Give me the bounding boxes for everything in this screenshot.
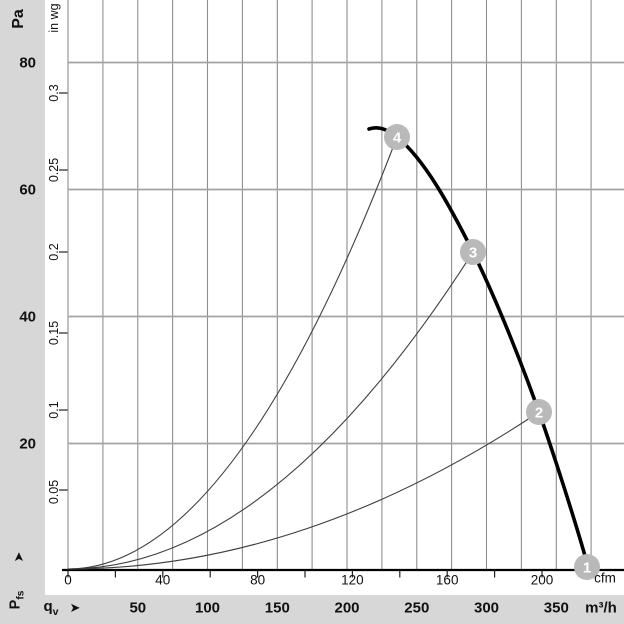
pa-tick-60: 60: [19, 181, 36, 198]
inwg-tick-0_05: 0.05: [47, 479, 61, 505]
pfs-axis-label: Pfs: [7, 590, 27, 610]
inwg-tick-0_3: 0.3: [47, 84, 61, 102]
bottom-axis-margin: [0, 595, 624, 624]
operating-point-3: 3: [460, 239, 486, 265]
cfm-tick-marks: [67, 570, 591, 578]
pa-tick-80: 80: [19, 54, 36, 71]
cfm-tick-200: 200: [530, 572, 554, 588]
m3h-tick-300: 300: [473, 599, 500, 617]
operating-point-markers: 4 3 2 1: [384, 124, 600, 580]
inwg-tick-0_15: 0.15: [47, 320, 61, 346]
m3h-tick-350: 350: [543, 599, 569, 617]
cfm-tick-0: 0: [64, 572, 72, 588]
system-resistance-curves: [67, 136, 540, 570]
operating-point-2-label: 2: [535, 405, 543, 422]
m3h-tick-50: 50: [129, 599, 147, 617]
system-curve-3: [67, 251, 474, 570]
inwg-unit-label: in wg: [47, 3, 61, 33]
pa-unit-label: Pa: [10, 9, 27, 29]
operating-point-4: 4: [384, 124, 410, 150]
pfs-arrow-up-icon: ➤: [11, 551, 26, 563]
inwg-tick-0_25: 0.25: [47, 157, 61, 183]
inwg-tick-marks: [59, 92, 68, 491]
cfm-tick-120: 120: [341, 572, 364, 588]
operating-point-1-label: 1: [583, 560, 591, 577]
operating-point-2: 2: [526, 399, 552, 425]
m3h-tick-200: 200: [334, 599, 360, 617]
cfm-tick-80: 80: [250, 572, 266, 588]
pa-tick-20: 20: [19, 435, 36, 452]
m3h-tick-100: 100: [194, 599, 221, 617]
m3h-tick-250: 250: [404, 599, 430, 617]
cfm-unit-label: cfm: [594, 570, 616, 586]
cfm-tick-160: 160: [435, 572, 459, 588]
horizontal-gridlines: [68, 61, 624, 445]
qv-arrow-right-icon: ➤: [69, 600, 81, 615]
left-axis-margin: [0, 0, 45, 624]
m3h-unit-label: m³/h: [585, 599, 617, 617]
inwg-tick-0_2: 0.2: [47, 243, 61, 261]
m3h-tick-150: 150: [264, 599, 290, 617]
pa-tick-40: 40: [19, 308, 36, 325]
cfm-tick-40: 40: [155, 572, 171, 588]
system-curve-2: [67, 411, 540, 570]
fan-curve: [367, 125, 589, 565]
qv-axis-label: qv: [43, 598, 59, 618]
system-curve-4: [67, 136, 398, 570]
operating-point-3-label: 3: [469, 245, 477, 262]
operating-point-1: 1: [574, 554, 600, 580]
inwg-tick-0_1: 0.1: [47, 401, 61, 419]
operating-point-4-label: 4: [393, 130, 402, 147]
vertical-gridlines: [67, 0, 592, 570]
